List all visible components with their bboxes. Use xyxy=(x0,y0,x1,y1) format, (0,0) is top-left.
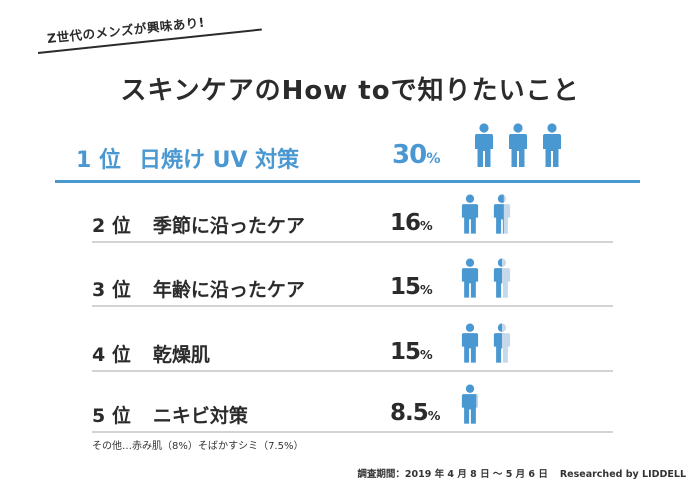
rank-label: 1 位日焼け UV 対策 xyxy=(76,142,299,174)
row-divider xyxy=(92,431,613,433)
person-icon xyxy=(461,194,479,234)
value-number: 15 xyxy=(390,339,421,365)
rank-item-label: 乾燥肌 xyxy=(152,344,210,366)
rank-label: 5 位ニキビ対策 xyxy=(92,401,248,428)
rank-number: 1 位 xyxy=(76,148,121,173)
person-icon xyxy=(493,323,511,363)
value-number: 16 xyxy=(390,210,421,236)
rank-label: 4 位乾燥肌 xyxy=(92,340,210,367)
value-unit: % xyxy=(426,151,441,167)
value-number: 15 xyxy=(390,274,421,300)
value-unit: % xyxy=(427,408,441,423)
value-label: 15% xyxy=(390,339,433,365)
person-icon xyxy=(475,123,493,167)
tagline-block: Z世代のメンズが興味あり! xyxy=(37,15,268,62)
person-icon xyxy=(461,384,479,424)
rank-item-label: ニキビ対策 xyxy=(152,405,248,427)
value-unit: % xyxy=(420,347,433,362)
rank-number: 3 位 xyxy=(92,279,131,301)
rank-number: 4 位 xyxy=(92,344,131,366)
value-label: 30% xyxy=(392,140,441,170)
rank-item-label: 日焼け UV 対策 xyxy=(138,148,300,173)
person-icon xyxy=(493,194,511,234)
value-unit: % xyxy=(420,282,433,297)
row-divider xyxy=(92,305,613,307)
value-label: 16% xyxy=(390,210,433,236)
rank-item-label: 季節に沿ったケア xyxy=(152,215,305,237)
rank-number: 5 位 xyxy=(92,405,131,427)
researcher-credit: Researched by LIDDELL xyxy=(559,469,686,480)
row-divider xyxy=(55,180,640,183)
value-unit: % xyxy=(420,218,433,233)
survey-period: 調査期間：2019 年 4 月 8 日 〜 5 月 6 日 xyxy=(357,469,548,480)
other-note: その他…赤み肌（8%）そばかすシミ（7.5%） xyxy=(92,441,304,452)
rank-label: 3 位年齢に沿ったケア xyxy=(92,275,305,302)
person-icon xyxy=(461,323,479,363)
value-number: 8.5 xyxy=(390,400,429,426)
row-divider xyxy=(92,241,613,243)
rank-item-label: 年齢に沿ったケア xyxy=(152,279,305,301)
person-icon xyxy=(493,258,511,298)
value-number: 30 xyxy=(392,140,427,170)
person-icon xyxy=(509,123,527,167)
rank-number: 2 位 xyxy=(92,215,131,237)
survey-source: 調査期間：2019 年 4 月 8 日 〜 5 月 6 日 Researched … xyxy=(357,466,686,480)
row-divider xyxy=(92,370,613,372)
value-label: 8.5% xyxy=(390,400,440,426)
person-icon xyxy=(543,123,561,167)
rank-label: 2 位季節に沿ったケア xyxy=(92,211,305,238)
person-icon xyxy=(461,258,479,298)
chart-title: スキンケアのHow toで知りたいこと xyxy=(120,76,580,106)
value-label: 15% xyxy=(390,274,433,300)
